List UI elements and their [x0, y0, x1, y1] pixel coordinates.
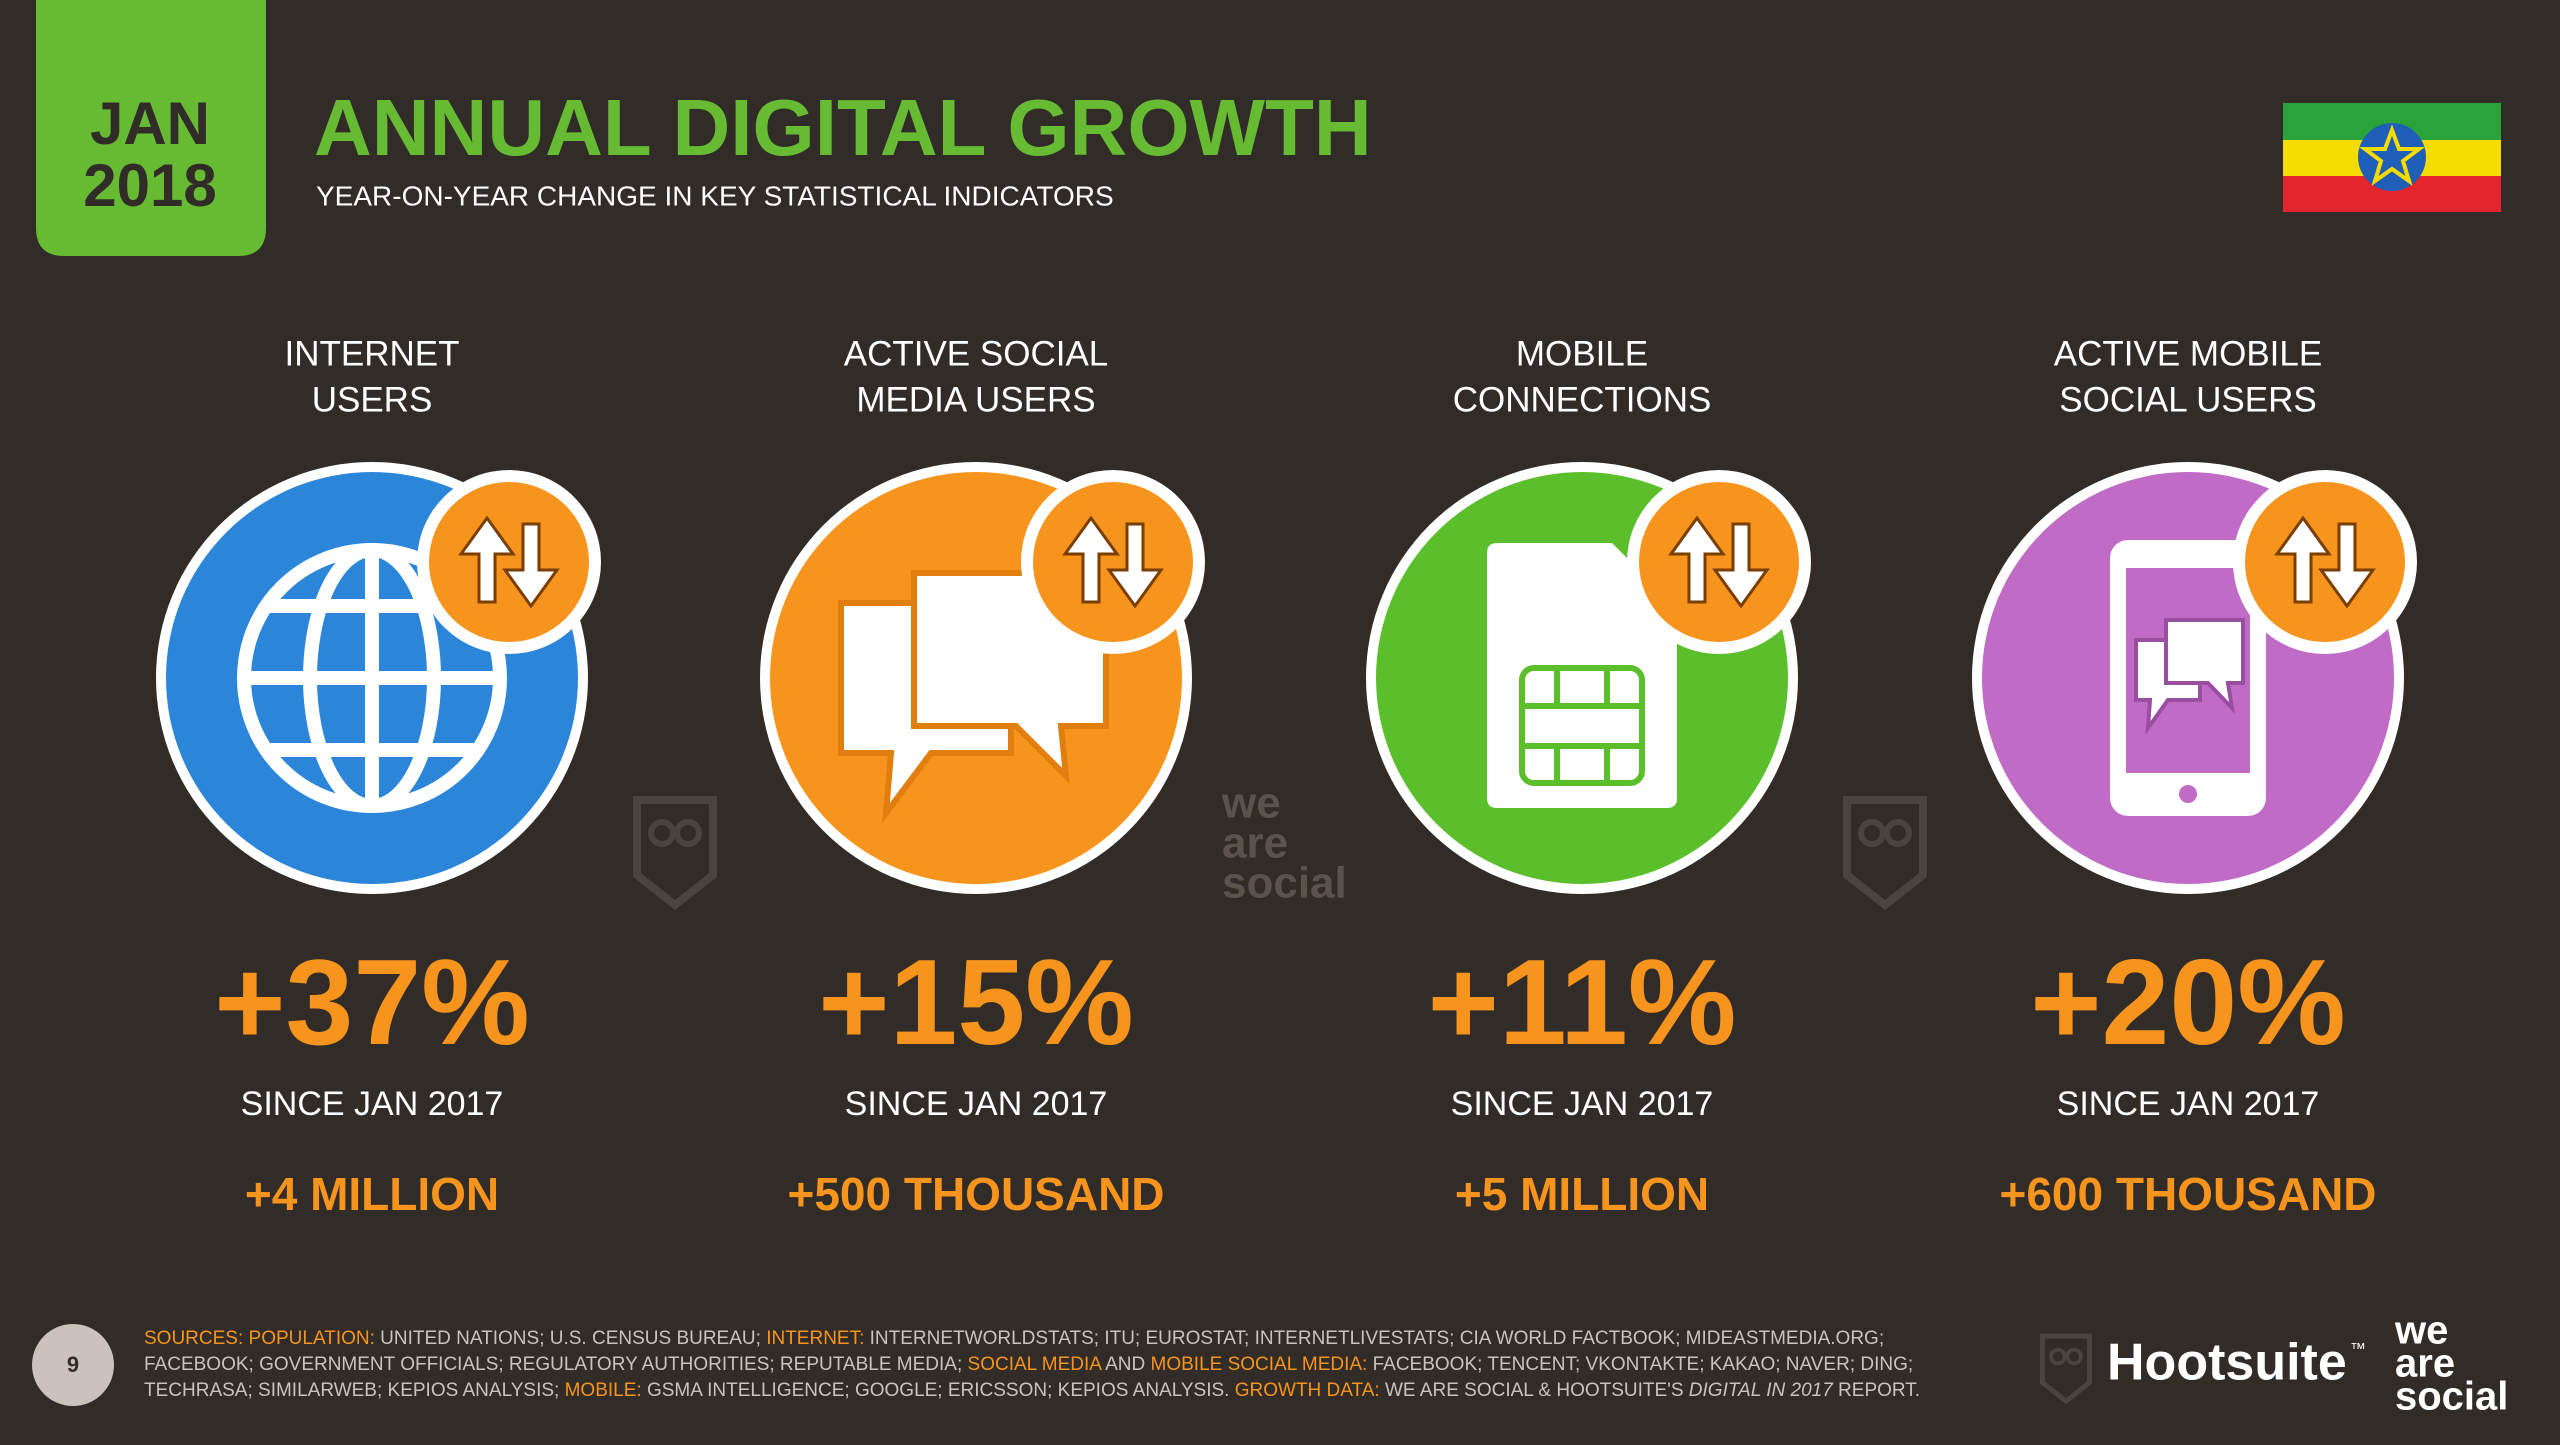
source-segment: SOURCES: [144, 1328, 249, 1349]
sources: SOURCES: POPULATION: UNITED NATIONS; U.S… [144, 1326, 1994, 1404]
source-segment: MOBILE SOCIAL MEDIA: [1150, 1354, 1373, 1375]
source-segment: GSMA INTELLIGENCE; GOOGLE; ERICSSON; KEP… [646, 1380, 1235, 1401]
metric-change: +15% [818, 934, 1133, 1070]
mobile-social-icon [1972, 462, 2419, 894]
agency-logo: we are social [2394, 1309, 2508, 1419]
metric-label: ACTIVE SOCIAL [844, 334, 1109, 373]
page-badge [32, 1324, 114, 1406]
metric-change: +37% [214, 934, 529, 1070]
watermark-word: we [1221, 779, 1281, 828]
source-segment: FACEBOOK; TENCENT; VKONTAKTE; KAKAO; NAV… [144, 1354, 1914, 1401]
watermark-agency: we are social [1221, 779, 1347, 908]
source-segment: UNITED NATIONS; U.S. CENSUS BUREAU; [380, 1328, 767, 1349]
watermark-word: are [1222, 819, 1288, 868]
metric-absolute: +5 MILLION [1455, 1168, 1709, 1220]
title: ANNUAL DIGITAL GROWTH [314, 83, 1372, 172]
metric-since: SINCE JAN 2017 [241, 1085, 504, 1123]
metric-absolute: +500 THOUSAND [787, 1168, 1164, 1220]
metric-label: ACTIVE MOBILE [2054, 334, 2322, 373]
source-segment: POPULATION: [248, 1328, 381, 1349]
agency-word: are [2395, 1342, 2455, 1386]
agency-word: we [2394, 1309, 2448, 1353]
metric-change: +11% [1428, 934, 1737, 1070]
metric-since: SINCE JAN 2017 [2057, 1085, 2320, 1123]
source-segment: INTERNET: [766, 1328, 870, 1349]
metric-label: INTERNET [285, 334, 460, 373]
sources-box: SOURCES: POPULATION: UNITED NATIONS; U.S… [144, 1326, 1994, 1404]
metric-change: +20% [2030, 934, 2345, 1070]
metric-absolute: +4 MILLION [245, 1168, 499, 1220]
source-segment: REPORT. [1832, 1380, 1921, 1401]
brand: Hootsuite [2107, 1334, 2347, 1392]
flag [2283, 103, 2501, 212]
metric-label: MEDIA USERS [856, 380, 1095, 419]
year: 2018 [83, 152, 216, 219]
agency-word: social [2395, 1375, 2508, 1419]
source-segment: GROWTH DATA: [1234, 1380, 1385, 1401]
month: JAN [90, 90, 210, 157]
date-tab [36, 0, 266, 256]
social-icon [760, 462, 1207, 894]
source-segment: INTERNETWORLDSTATS; ITU; EUROSTAT; INTER… [144, 1328, 1885, 1375]
metrics: INTERNET USERS +37% SINCE JAN 2017 +4 MILLIO… [214, 334, 2376, 1220]
metric-since: SINCE JAN 2017 [1451, 1085, 1714, 1123]
metric-label: MOBILE [1516, 334, 1648, 373]
metric-label: SOCIAL USERS [2059, 380, 2316, 419]
source-segment: SOCIAL MEDIA [967, 1354, 1101, 1375]
internet-icon [156, 462, 603, 894]
source-segment: MOBILE: [564, 1380, 647, 1401]
source-segment: AND [1100, 1354, 1151, 1375]
page-number: 9 [67, 1352, 79, 1377]
subtitle: YEAR-ON-YEAR CHANGE IN KEY STATISTICAL I… [316, 180, 1114, 211]
watermark-word: social [1222, 859, 1347, 908]
trademark: ™ [2350, 1341, 2366, 1358]
metric-label: USERS [312, 380, 433, 419]
metric-since: SINCE JAN 2017 [845, 1085, 1108, 1123]
metric-absolute: +600 THOUSAND [1999, 1168, 2376, 1220]
mobile-icon [1366, 462, 1813, 894]
source-segment: WE ARE SOCIAL & HOOTSUITE'S [1384, 1380, 1689, 1401]
source-segment: DIGITAL IN 2017 [1688, 1380, 1833, 1401]
metric-label: CONNECTIONS [1453, 380, 1712, 419]
